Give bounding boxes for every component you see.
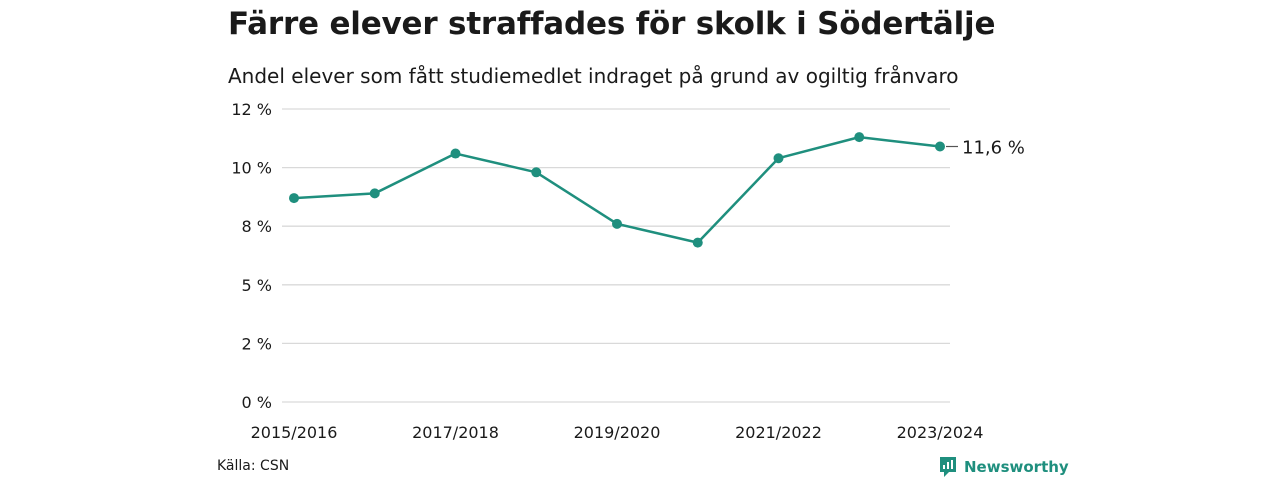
x-tick-label: 2019/2020 <box>574 423 661 442</box>
y-tick-label: 12 % <box>231 100 272 119</box>
data-point <box>450 148 461 159</box>
y-tick-label: 5 % <box>242 276 272 295</box>
end-value-label: 11,6 % <box>962 138 1025 159</box>
y-tick-label: 8 % <box>242 217 272 236</box>
brand-name: Newsworthy <box>964 458 1069 476</box>
data-point <box>692 237 703 248</box>
chart-subtitle: Andel elever som fått studiemedlet indra… <box>228 64 959 88</box>
data-point <box>612 218 622 229</box>
data-point <box>289 193 299 204</box>
data-point <box>773 153 784 164</box>
source-note: Källa: CSN <box>217 458 290 474</box>
x-tick-label: 2015/2016 <box>251 423 338 442</box>
brand-logo: Newsworthy <box>938 456 1069 478</box>
data-point <box>369 188 380 199</box>
x-tick-label: 2023/2024 <box>897 423 984 442</box>
chart-title: Färre elever straffades för skolk i Söde… <box>228 6 996 42</box>
y-tick-label: 10 % <box>231 159 272 178</box>
data-point <box>854 132 865 143</box>
x-tick-label: 2021/2022 <box>735 423 822 442</box>
x-tick-label: 2017/2018 <box>412 423 499 442</box>
y-tick-label: 2 % <box>242 334 272 353</box>
newsworthy-logo-icon <box>940 457 956 477</box>
y-tick-label: 0 % <box>242 393 272 412</box>
data-point <box>531 167 542 178</box>
data-point <box>935 141 945 152</box>
